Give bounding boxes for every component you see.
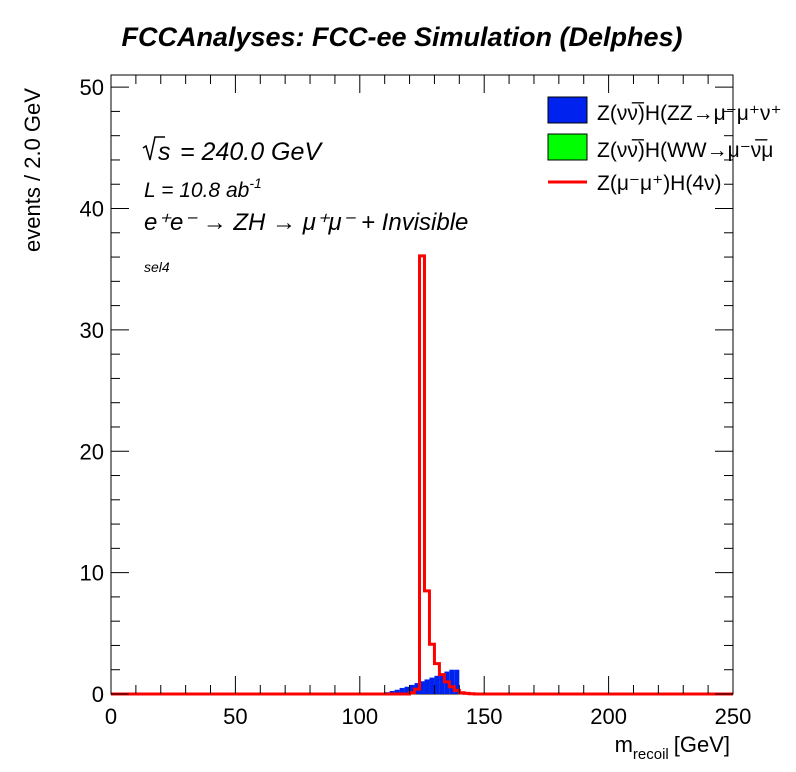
hist-bin-fill-0 <box>429 677 435 694</box>
selection-annotation: sel4 <box>144 259 170 275</box>
axis-ticks <box>110 75 734 695</box>
x-tick-labels: 0 50 100 150 200 250 <box>105 704 751 729</box>
y-tick-label: 10 <box>80 561 104 586</box>
x-axis-label: mrecoil [GeV] <box>615 732 730 763</box>
y-axis-label: events / 2.0 GeV <box>20 88 45 252</box>
legend-swatch-ww <box>547 133 588 161</box>
x-tick-label: 250 <box>715 704 752 729</box>
legend: Z(νν̅)H(ZZ→μ⁻μ⁺ν⁺ Z(νν̅)H(WW→μ⁻ν̅μ Z(μ⁻μ… <box>547 96 782 195</box>
sqrt-s-var: s <box>158 138 171 166</box>
y-tick-labels: 0 10 20 30 40 50 <box>80 75 104 707</box>
x-tick-label: 0 <box>105 704 117 729</box>
hist-bin-fill-0 <box>439 673 445 694</box>
hist-bin-fill-0 <box>404 686 410 694</box>
x-tick-label: 150 <box>466 704 503 729</box>
hist-bin-fill-0 <box>394 689 400 694</box>
x-tick-label: 50 <box>223 704 247 729</box>
signal-line-layer <box>111 254 733 696</box>
hist-bin-fill-0 <box>424 679 430 694</box>
y-tick-label: 0 <box>92 682 104 707</box>
legend-label-signal: Z(μ⁻μ⁺)H(4ν) <box>597 172 722 195</box>
hist-bin-fill-0 <box>409 684 415 694</box>
chart-title: FCCAnalyses: FCC-ee Simulation (Delphes) <box>121 22 682 52</box>
legend-swatch-zz <box>547 96 588 124</box>
hist-bin-fill-0 <box>454 669 460 694</box>
legend-label-zz: Z(νν̅)H(ZZ→μ⁻μ⁺ν⁺ <box>597 102 782 125</box>
y-tick-label: 50 <box>80 75 104 100</box>
sqrt-symbol <box>142 136 165 161</box>
x-axis-label-sub: recoil <box>633 746 669 763</box>
plot-frame <box>110 74 734 695</box>
x-tick-label: 200 <box>590 704 627 729</box>
x-tick-label: 100 <box>341 704 378 729</box>
hist-bin-fill-0 <box>389 690 395 694</box>
sqrt-s-value: = 240.0 GeV <box>180 138 323 166</box>
hist-bin-fill-0 <box>434 675 440 694</box>
y-tick-label: 20 <box>80 439 104 464</box>
x-axis-label-unit: [GeV] <box>674 732 730 757</box>
y-tick-label: 40 <box>80 197 104 222</box>
process-annotation: e⁺e⁻ → ZH → μ⁺μ⁻ + Invisible <box>144 209 468 236</box>
hist-bin-fill-0 <box>449 669 455 694</box>
hist-bin-fill-0 <box>419 681 425 694</box>
y-tick-label: 30 <box>80 318 104 343</box>
legend-label-ww: Z(νν̅)H(WW→μ⁻ν̅μ <box>597 139 773 162</box>
hist-bin-fill-0 <box>399 687 405 694</box>
luminosity-annotation: L = 10.8 ab-1 <box>144 175 262 202</box>
signal-step-line <box>111 254 733 696</box>
x-axis-label-main: m <box>615 732 633 757</box>
sqrt-s-annotation: s = 240.0 GeV <box>142 136 323 166</box>
